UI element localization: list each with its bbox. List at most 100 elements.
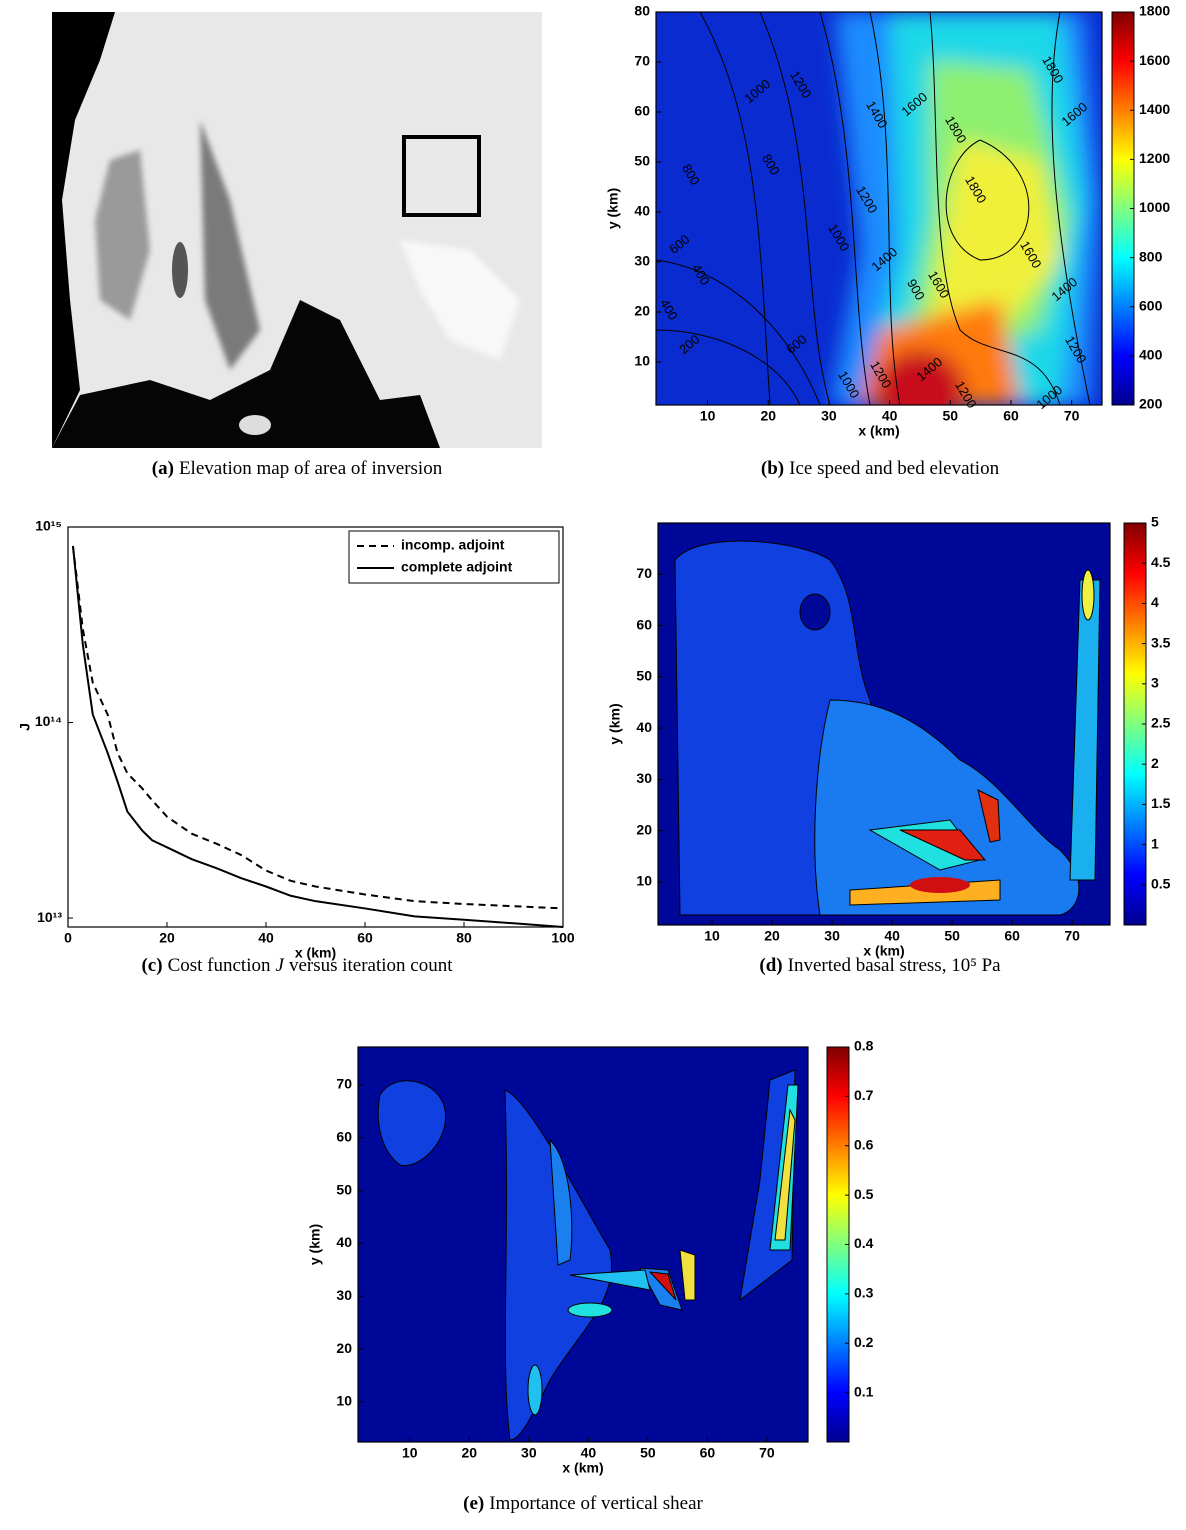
x-tick-label: 30 [521, 1445, 537, 1461]
caption-symbol: J [276, 955, 286, 976]
elevation-image [52, 12, 542, 448]
y-tick-label: 10¹³ [37, 909, 62, 925]
x-tick-label: 60 [1003, 408, 1019, 424]
y-tick-label: 40 [336, 1234, 352, 1250]
y-tick-label: 40 [636, 719, 652, 735]
x-tick-label: 100 [551, 930, 575, 946]
caption: (a) Elevation map of area of inversion [152, 458, 443, 479]
colorbar-tick-label: 0.5 [1151, 876, 1171, 892]
y-tick-label: 40 [634, 203, 650, 219]
series-line [71, 545, 564, 910]
y-tick-label: 10¹⁴ [35, 713, 62, 729]
x-tick-label: 40 [882, 408, 898, 424]
y-tick-label: 10 [634, 353, 650, 369]
caption-label: (c) [141, 955, 162, 976]
colorbar-tick-label: 0.7 [854, 1087, 874, 1103]
y-tick-label: 10 [636, 873, 652, 889]
x-tick-label: 50 [943, 408, 959, 424]
colorbar-tick-label: 3 [1151, 675, 1159, 691]
caption-text: Inverted basal stress, 10⁵ Pa [788, 955, 1002, 976]
colorbar-tick-label: 0.1 [854, 1383, 874, 1399]
y-tick-label: 70 [634, 53, 650, 69]
y-tick-label: 20 [636, 821, 652, 837]
colorbar-tick-label: 1 [1151, 835, 1159, 851]
colorbar-tick-label: 800 [1139, 248, 1163, 264]
colorbar-tick-label: 600 [1139, 297, 1163, 313]
x-tick-label: 60 [700, 1445, 716, 1461]
x-tick-label: 50 [640, 1445, 656, 1461]
x-tick-label: 20 [462, 1445, 478, 1461]
y-tick-label: 10 [336, 1393, 352, 1409]
shear-field [358, 1047, 808, 1442]
caption-label: (a) [152, 458, 174, 479]
caption-tail: versus iteration count [289, 955, 453, 976]
caption: (b) Ice speed and bed elevation [761, 458, 1000, 479]
x-tick-label: 30 [824, 928, 840, 944]
colorbar-tick-label: 0.5 [854, 1186, 874, 1202]
y-axis-label: y (km) [605, 188, 621, 229]
x-tick-label: 50 [944, 928, 960, 944]
plot-frame [357, 1046, 809, 1443]
x-tick-label: 40 [884, 928, 900, 944]
colorbar-tick-label: 400 [1139, 347, 1163, 363]
colorbar-tick-label: 2 [1151, 755, 1159, 771]
y-axis-label: y (km) [607, 703, 623, 744]
y-tick-label: 60 [336, 1129, 352, 1145]
caption-label: (e) [463, 1493, 484, 1514]
y-tick-label: 10¹⁵ [35, 518, 62, 534]
x-tick-label: 70 [1064, 408, 1080, 424]
colorbar-tick-label: 2.5 [1151, 715, 1171, 731]
x-axis-label: x (km) [858, 423, 899, 439]
y-tick-label: 50 [634, 153, 650, 169]
x-tick-label: 40 [258, 930, 274, 946]
caption-label: (b) [761, 458, 784, 479]
colorbar-tick-label: 1600 [1139, 52, 1170, 68]
x-tick-label: 10 [402, 1445, 418, 1461]
stress-field [658, 523, 1110, 925]
x-tick-label: 20 [760, 408, 776, 424]
x-tick-label: 70 [759, 1445, 775, 1461]
x-axis-label: x (km) [295, 945, 336, 961]
y-tick-label: 70 [636, 565, 652, 581]
colorbar-tick-label: 1.5 [1151, 795, 1171, 811]
colorbar-tick-label: 0.2 [854, 1334, 874, 1350]
x-tick-label: 80 [456, 930, 472, 946]
y-tick-label: 60 [636, 616, 652, 632]
x-axis-label: x (km) [863, 943, 904, 959]
plot-frame [657, 522, 1111, 926]
colorbar-tick-label: 1800 [1139, 3, 1170, 19]
colorbar-tick-label: 0.8 [854, 1038, 874, 1054]
series-line [71, 545, 564, 928]
y-axis-label: J [17, 723, 33, 731]
legend-label: incomp. adjoint [401, 537, 505, 553]
plot-frame [655, 11, 1103, 406]
caption-text: Cost function [168, 955, 271, 976]
y-axis-label: y (km) [307, 1224, 323, 1265]
plot-frame [67, 526, 564, 928]
y-tick-label: 30 [636, 770, 652, 786]
caption: (e) Importance of vertical shear [463, 1493, 703, 1514]
colorbar-tick-label: 4.5 [1151, 554, 1171, 570]
speed-field [656, 12, 1102, 405]
x-tick-label: 20 [159, 930, 175, 946]
caption-text: Elevation map of area of inversion [179, 458, 443, 479]
colorbar-tick-label: 1200 [1139, 150, 1170, 166]
colorbar-tick-label: 4 [1151, 594, 1159, 610]
colorbar-tick-label: 1000 [1139, 199, 1170, 215]
y-tick-label: 70 [336, 1076, 352, 1092]
legend-box [348, 530, 560, 584]
colorbar-tick-label: 5 [1151, 514, 1159, 530]
colorbar-tick-label: 200 [1139, 396, 1163, 412]
x-tick-label: 30 [821, 408, 837, 424]
caption-text: Importance of vertical shear [489, 1493, 703, 1514]
y-tick-label: 30 [336, 1287, 352, 1303]
y-tick-label: 20 [336, 1340, 352, 1356]
x-tick-label: 20 [764, 928, 780, 944]
y-tick-label: 60 [634, 103, 650, 119]
x-tick-label: 10 [700, 408, 716, 424]
x-tick-label: 60 [357, 930, 373, 946]
legend-label: complete adjoint [401, 559, 513, 575]
x-tick-label: 60 [1004, 928, 1020, 944]
colorbar-tick-label: 0.3 [854, 1285, 874, 1301]
